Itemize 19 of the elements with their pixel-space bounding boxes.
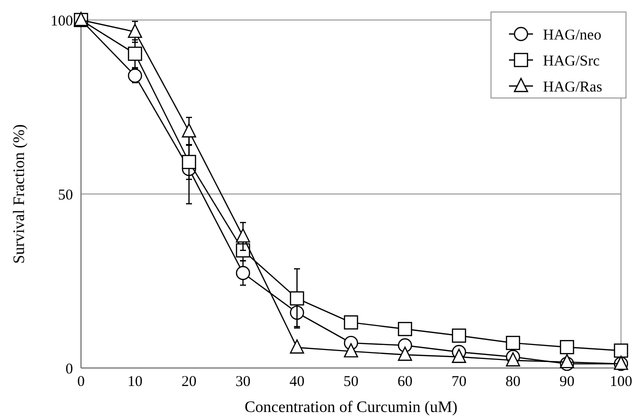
x-tick-label: 40 bbox=[290, 374, 304, 390]
y-tick-label: 0 bbox=[66, 361, 73, 378]
x-tick-label: 0 bbox=[77, 374, 85, 390]
x-tick-label: 20 bbox=[182, 374, 196, 390]
legend-label: HAG/Src bbox=[543, 53, 600, 70]
y-tick-label: 50 bbox=[58, 187, 73, 204]
x-axis-title: Concentration of Curcumin (uM) bbox=[244, 399, 458, 416]
legend-label: HAG/Ras bbox=[543, 79, 602, 96]
x-tick-label: 80 bbox=[506, 374, 520, 390]
x-tick-label: 60 bbox=[398, 374, 412, 390]
x-tick-label: 90 bbox=[560, 374, 574, 390]
x-tick-label: 30 bbox=[236, 374, 250, 390]
x-tick-label: 70 bbox=[452, 374, 466, 390]
y-tick-label: 100 bbox=[50, 13, 73, 30]
x-tick-label: 10 bbox=[128, 374, 142, 390]
x-tick-label: 100 bbox=[610, 374, 632, 390]
legend-label: HAG/neo bbox=[543, 27, 602, 44]
x-tick-label: 50 bbox=[344, 374, 358, 390]
y-axis-title: Survival Fraction (%) bbox=[11, 124, 28, 264]
